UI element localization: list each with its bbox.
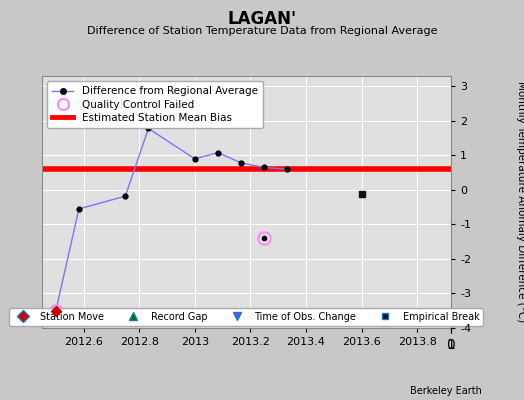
Text: Difference of Station Temperature Data from Regional Average: Difference of Station Temperature Data f… [87,26,437,36]
Text: Monthly Temperature Anomaly Difference (°C): Monthly Temperature Anomaly Difference (… [516,81,524,323]
Legend: Station Move, Record Gap, Time of Obs. Change, Empirical Break: Station Move, Record Gap, Time of Obs. C… [9,308,484,326]
Text: LAGAN': LAGAN' [227,10,297,28]
Text: Berkeley Earth: Berkeley Earth [410,386,482,396]
